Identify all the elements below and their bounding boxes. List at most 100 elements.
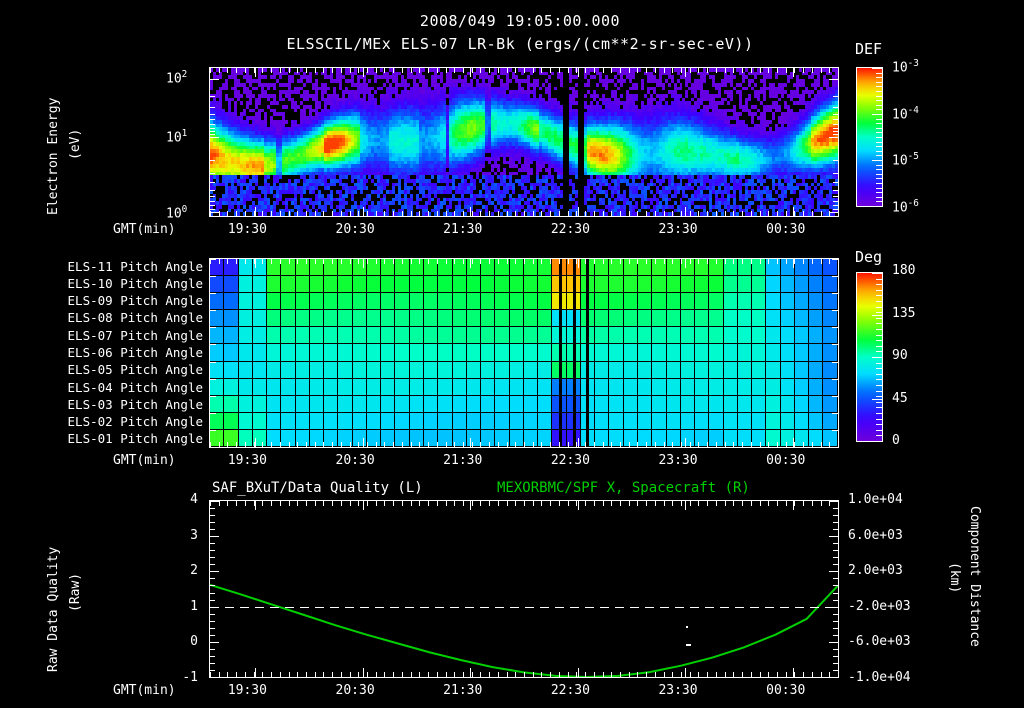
- spectrogram-cell: [239, 101, 244, 106]
- spectrogram-cell: [212, 208, 217, 213]
- spectrogram-cell: [215, 153, 220, 158]
- spectrogram-cell: [224, 134, 229, 139]
- spectrogram-cell: [221, 201, 226, 206]
- spectrogram-cell: [218, 86, 223, 91]
- spectrogram-cell: [210, 208, 214, 213]
- spectrogram-cell: [215, 108, 220, 113]
- spectrogram-cell: [215, 71, 220, 76]
- spectrogram-cell: [245, 138, 250, 143]
- spectrogram-cell: [230, 175, 235, 180]
- spectrogram-cell: [210, 127, 214, 132]
- spectrogram-cell: [224, 160, 229, 165]
- spectrogram-cell: [227, 97, 232, 102]
- spectrogram-cell: [230, 116, 235, 121]
- spectrogram-column: [218, 68, 223, 216]
- spectrogram-cell: [218, 156, 223, 162]
- spectrogram-cell: [215, 145, 220, 150]
- spectrogram-cell: [221, 156, 226, 162]
- spectrogram-cell: [245, 86, 250, 91]
- spectrogram-cell: [210, 138, 214, 143]
- spectrogram-cell: [233, 105, 238, 110]
- spectrogram-cell: [233, 123, 238, 128]
- spectrogram-cell: [218, 97, 223, 102]
- spectrogram-cell: [215, 119, 220, 125]
- spectrogram-cell: [230, 93, 235, 99]
- spectrogram-cell: [236, 68, 241, 73]
- spectrogram-cell: [227, 212, 232, 216]
- spectrogram-cell: [239, 127, 244, 132]
- spectrogram-cell: [227, 197, 232, 202]
- spectrogram-cell: [233, 112, 238, 117]
- spectrogram-cell: [212, 82, 217, 88]
- spectrogram-cell: [245, 68, 250, 73]
- spectrogram-cell: [233, 193, 238, 199]
- spectrogram-cell: [210, 79, 214, 84]
- spectrogram-cell: [233, 130, 238, 136]
- spectrogram-cell: [236, 156, 241, 162]
- spectrogram-cell: [218, 201, 223, 206]
- spectrogram-cell: [233, 160, 238, 165]
- spectrogram-cell: [218, 79, 223, 84]
- spectrogram-cell: [221, 197, 226, 202]
- spectrogram-cell: [242, 108, 247, 113]
- spectrogram-cell: [224, 93, 229, 99]
- spectrogram-cell: [245, 179, 250, 184]
- spectrogram-cell: [221, 101, 226, 106]
- spectrogram-cell: [224, 75, 229, 80]
- spectrogram-cell: [210, 182, 214, 187]
- spectrogram-cell: [233, 190, 238, 195]
- spectrogram-cell: [212, 116, 217, 121]
- spectrogram-cell: [215, 201, 220, 206]
- spectrogram-cell: [233, 108, 238, 113]
- spectrogram-cell: [215, 97, 220, 102]
- electron-energy-spectrogram-panel[interactable]: [209, 67, 839, 217]
- spectrogram-cell: [233, 182, 238, 187]
- spectrogram-cell: [233, 97, 238, 102]
- spectrogram-cell: [230, 186, 235, 191]
- spectrogram-cell: [224, 82, 229, 88]
- spectrogram-cell: [227, 134, 232, 139]
- spectrogram-column: [215, 68, 220, 216]
- spectrogram-cell: [227, 145, 232, 150]
- spectrogram-cell: [239, 164, 244, 169]
- spectrogram-cell: [218, 119, 223, 125]
- spectrogram-cell: [218, 193, 223, 199]
- spectrogram-cell: [236, 153, 241, 158]
- spectrogram-cell: [215, 130, 220, 136]
- spectrogram-cell: [210, 142, 214, 147]
- spectrogram-cell: [239, 204, 244, 210]
- spectrogram-cell: [210, 134, 214, 139]
- spectrogram-cell: [227, 193, 232, 199]
- spectrogram-cell: [212, 123, 217, 128]
- spectrogram-cell: [210, 123, 214, 128]
- spectrogram-cell: [230, 101, 235, 106]
- spectrogram-cell: [233, 119, 238, 125]
- spectrogram-cell: [212, 127, 217, 132]
- spectrogram-cell: [215, 212, 220, 216]
- spectrogram-cell: [212, 119, 217, 125]
- spectrogram-cell: [233, 82, 238, 88]
- spectrogram-cell: [245, 71, 250, 76]
- spectrogram-cell: [242, 119, 247, 125]
- spectrogram-cell: [245, 175, 250, 180]
- spectrogram-cell: [245, 112, 250, 117]
- spectrogram-cell: [224, 208, 229, 213]
- spectrogram-cell: [218, 142, 223, 147]
- spectrogram-cell: [233, 171, 238, 176]
- spectrogram-cell: [230, 86, 235, 91]
- spectrogram-cell: [221, 182, 226, 187]
- spectrogram-column: [248, 68, 253, 216]
- spectrogram-cell: [221, 116, 226, 121]
- spectrogram-cell: [224, 193, 229, 199]
- spectrogram-cell: [212, 75, 217, 80]
- spectrogram-cell: [239, 134, 244, 139]
- spectrogram-cell: [245, 134, 250, 139]
- spectrogram-cell: [227, 93, 232, 99]
- spectrogram-cell: [245, 204, 250, 210]
- spectrogram-cell: [230, 105, 235, 110]
- spectrogram-cell: [218, 190, 223, 195]
- spectrogram-cell: [221, 190, 226, 195]
- spectrogram-cell: [224, 204, 229, 210]
- spectrogram-cell: [236, 138, 241, 143]
- spectrogram-cell: [210, 108, 214, 113]
